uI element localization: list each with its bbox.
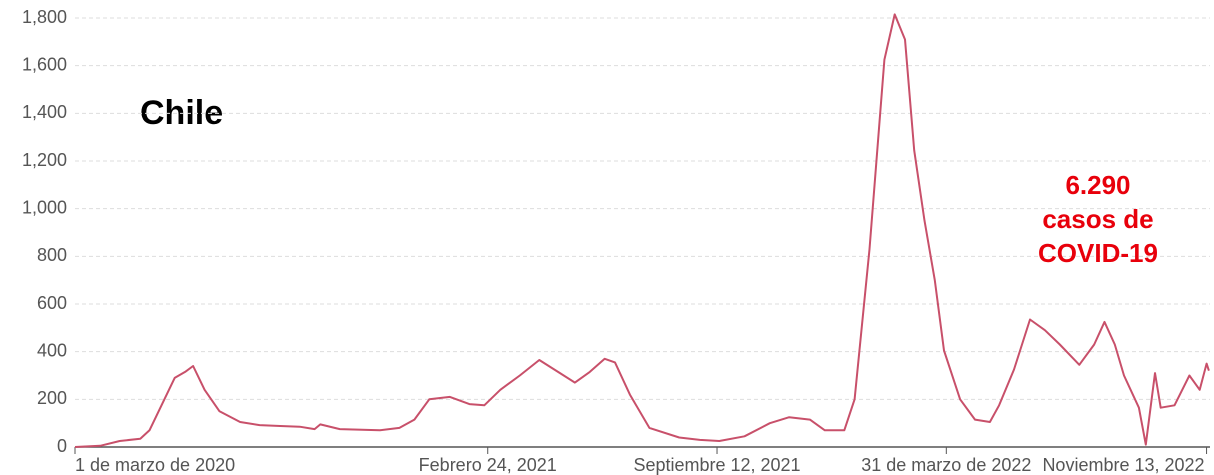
annotation: COVID-19 [1038, 238, 1158, 268]
y-tick-label: 400 [37, 340, 67, 360]
y-tick-label: 1,000 [22, 197, 67, 217]
y-tick-label: 600 [37, 293, 67, 313]
y-tick-label: 1,800 [22, 7, 67, 27]
y-tick-label: 1,400 [22, 102, 67, 122]
x-tick-label: Septiembre 12, 2021 [633, 455, 800, 475]
y-tick-label: 0 [57, 436, 67, 456]
annotation: casos de [1042, 204, 1153, 234]
y-tick-label: 1,200 [22, 150, 67, 170]
y-tick-label: 1,600 [22, 54, 67, 74]
x-tick-label: Noviembre 13, 2022 [1042, 455, 1204, 475]
y-tick-label: 800 [37, 245, 67, 265]
annotation: 6.290 [1065, 170, 1130, 200]
y-tick-label: 200 [37, 388, 67, 408]
x-tick-label: 31 de marzo de 2022 [861, 455, 1031, 475]
x-tick-label: Febrero 24, 2021 [419, 455, 557, 475]
x-tick-label: 1 de marzo de 2020 [75, 455, 235, 475]
series-line [74, 13, 1210, 448]
